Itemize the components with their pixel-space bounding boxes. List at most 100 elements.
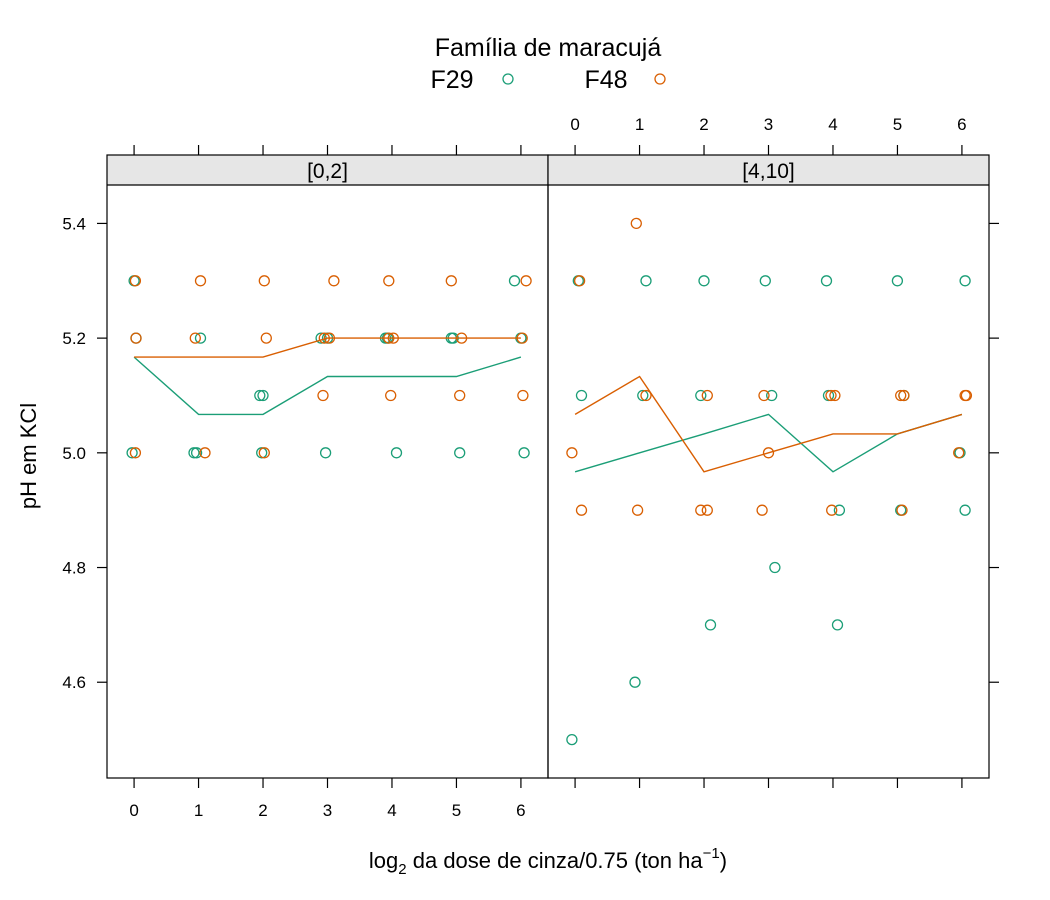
data-point-f29 xyxy=(194,332,207,344)
data-point-f48 xyxy=(520,275,532,287)
y-tick-label: 5.0 xyxy=(62,444,86,463)
x-tick-label: 6 xyxy=(957,115,966,134)
legend: Família de maracujá F29 F48 xyxy=(430,34,666,94)
data-point-f29 xyxy=(508,275,521,287)
x-tick-label: 6 xyxy=(516,801,525,820)
data-point-f48 xyxy=(199,447,211,459)
mean-line-f48 xyxy=(134,337,521,358)
panel-1: [4,10] 0 1 2 3 4 5 6 xyxy=(547,115,990,788)
x-tick-label: 2 xyxy=(258,801,267,820)
data-point-f48 xyxy=(695,504,707,516)
x-axis-title-suffix: ) xyxy=(720,848,727,873)
y-tick-label: 4.6 xyxy=(62,673,86,692)
data-point-f29 xyxy=(759,275,771,287)
data-point-f48 xyxy=(756,504,768,516)
data-point-f48 xyxy=(318,332,330,344)
x-tick-label: 5 xyxy=(893,115,902,134)
data-point-f29 xyxy=(126,447,138,459)
data-point-f29 xyxy=(766,389,778,402)
data-point-f48 xyxy=(575,504,588,516)
data-point-f29 xyxy=(254,389,266,402)
y-tick-label: 4.8 xyxy=(62,559,86,578)
data-point-f29 xyxy=(566,733,578,746)
data-point-f48 xyxy=(826,504,838,516)
data-point-f29 xyxy=(454,447,466,459)
data-point-f29 xyxy=(820,275,833,287)
x-tick-label: 5 xyxy=(452,801,461,820)
data-point-f48 xyxy=(701,389,713,402)
data-point-f48 xyxy=(758,389,770,402)
data-point-f48 xyxy=(387,332,399,344)
strip-label: [0,2] xyxy=(307,160,348,183)
data-point-f48 xyxy=(762,447,775,459)
data-point-f29 xyxy=(704,619,717,631)
x-axis-title: log2 da dose de cinza/0.75 (ton ha−1) xyxy=(369,845,727,878)
data-point-f48 xyxy=(260,332,272,344)
data-point-f29 xyxy=(833,504,846,516)
data-point-f29 xyxy=(891,275,904,287)
x-tick-label: 4 xyxy=(387,801,396,820)
data-point-f48 xyxy=(258,447,270,459)
data-point-f29 xyxy=(769,561,781,574)
data-point-f48 xyxy=(189,332,201,344)
data-point-f29 xyxy=(190,447,203,459)
data-point-f48 xyxy=(194,275,207,287)
data-point-f29 xyxy=(695,389,707,402)
data-point-f29 xyxy=(698,275,710,287)
mean-line-f29 xyxy=(574,413,963,473)
data-point-f48 xyxy=(454,389,466,402)
x-tick-label: 2 xyxy=(699,115,708,134)
data-point-f48 xyxy=(385,389,397,402)
y-tick-label: 5.2 xyxy=(62,329,86,348)
x-axis-title-main: da dose de cinza/0.75 (ton ha xyxy=(407,848,704,873)
data-point-f48 xyxy=(829,389,841,402)
data-point-f48 xyxy=(323,332,336,344)
data-point-f29 xyxy=(640,275,652,287)
data-point-f29 xyxy=(518,447,530,459)
legend-key-f48 xyxy=(654,73,666,85)
data-point-f48 xyxy=(455,332,468,344)
legend-key-f29 xyxy=(502,73,514,85)
x-tick-label: 0 xyxy=(570,115,579,134)
data-point-f48 xyxy=(953,447,965,459)
x-axis-title-prefix: log xyxy=(369,848,398,873)
data-point-f48 xyxy=(517,389,529,402)
data-point-f29 xyxy=(257,389,269,402)
data-point-f29 xyxy=(637,389,649,402)
data-point-f48 xyxy=(898,389,910,402)
data-point-f48 xyxy=(630,217,642,230)
data-point-f48 xyxy=(566,447,578,459)
mean-line-f48 xyxy=(574,375,963,473)
data-point-f29 xyxy=(319,447,332,459)
legend-label-f29: F29 xyxy=(430,66,473,94)
data-point-f48 xyxy=(129,275,142,287)
data-point-f48 xyxy=(825,389,837,402)
x-axis-title-subscript: 2 xyxy=(398,861,406,878)
strip-background xyxy=(107,155,548,185)
data-point-f48 xyxy=(383,332,395,344)
data-point-f48 xyxy=(896,504,908,516)
y-axis: 4.6 4.8 5.0 5.2 5.4 xyxy=(62,214,999,692)
data-point-f29 xyxy=(959,504,971,516)
panel-0: [0,2] 0 1 2 3 4 5 6 xyxy=(106,145,549,820)
panel-frame xyxy=(547,154,990,779)
x-axis-title-superscript: −1 xyxy=(703,845,720,862)
x-tick-label: 3 xyxy=(764,115,773,134)
strip-background xyxy=(548,155,989,185)
data-point-f29 xyxy=(629,676,641,688)
data-point-f48 xyxy=(895,389,907,402)
mean-line-f29 xyxy=(133,356,522,416)
data-point-f48 xyxy=(317,389,329,402)
data-point-f48 xyxy=(258,275,270,287)
x-tick-label: 1 xyxy=(194,801,203,820)
data-point-f48 xyxy=(129,447,142,459)
data-point-f48 xyxy=(701,504,713,516)
panel-frame xyxy=(106,154,549,779)
data-point-f48 xyxy=(130,332,142,344)
x-tick-label: 3 xyxy=(323,801,332,820)
legend-label-f48: F48 xyxy=(584,66,627,94)
data-point-f48 xyxy=(516,332,528,344)
data-point-f29 xyxy=(959,275,971,287)
data-point-f48 xyxy=(328,275,340,287)
